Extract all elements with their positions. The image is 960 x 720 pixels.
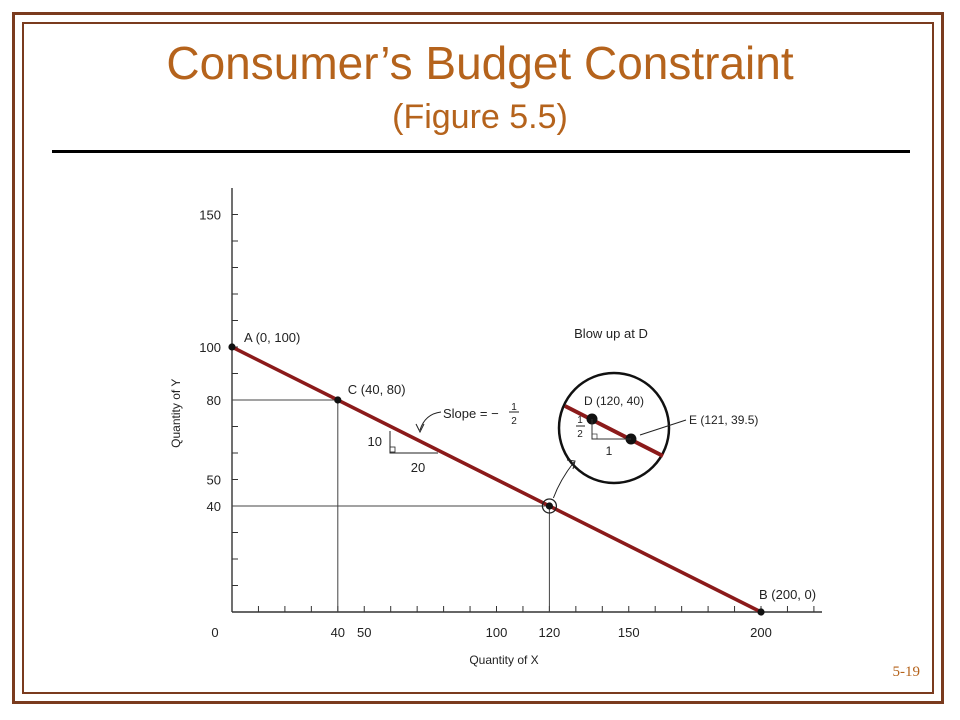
x-tick-label: 120 [539,625,561,640]
y-tick-label: 50 [207,473,221,488]
blowup-rise-num: 1 [577,415,583,426]
rise-run-triangle [389,431,438,454]
slide-frame-outer [12,12,944,704]
run-label: 20 [411,460,425,475]
budget-line [231,345,762,614]
blowup-run-label: 1 [606,444,613,458]
point-c-label: C (40, 80) [348,382,406,397]
title-underline [52,150,910,153]
blowup-title: Blow up at D [574,326,648,341]
slide-title: Consumer’s Budget Constraint [166,37,794,89]
x-tick-label: 40 [331,625,345,640]
point-D [545,502,554,510]
y-tick-label: 80 [207,393,221,408]
blowup-e-pointer [639,419,687,436]
point-C [334,396,342,404]
y-tick-label: 100 [199,340,221,355]
slope-fraction-num: 1 [511,402,517,413]
x-tick-label: 200 [750,625,772,640]
x-tick-label: 0 [211,625,218,640]
point-d-ring [541,498,558,514]
point-b-label: B (200, 0) [759,587,816,602]
x-tick-label: 100 [486,625,508,640]
x-tick-label: 150 [618,625,640,640]
slide-frame-inner [22,22,934,694]
point-A [228,343,236,351]
x-tick-label: 50 [357,625,371,640]
right-angle-mark [389,446,396,453]
blowup-d-label: D (120, 40) [584,394,644,408]
blowup-right-angle [591,433,598,440]
y-tick-label: 40 [207,499,221,514]
point-a-label: A (0, 100) [244,330,300,345]
y-tick-label: 150 [199,208,221,223]
x-axis-label: Quantity of X [469,653,538,667]
slope-arrow [419,411,442,431]
point-B [757,608,765,616]
guide-line-d [232,505,550,612]
slope-fraction-den: 2 [511,416,517,427]
slope-label: Slope = − [443,406,499,421]
blowup-line [564,404,664,458]
blowup-rise-den: 2 [577,429,583,440]
blowup-connector [552,461,575,499]
rise-label: 10 [368,434,382,449]
blowup-e-label: E (121, 39.5) [689,413,758,427]
blowup-circle [557,371,671,485]
slide-number: 5-19 [892,664,921,680]
blowup-connector-arrowhead [566,459,576,470]
slope-arrowhead [415,423,425,434]
slide-subtitle: (Figure 5.5) [392,98,568,136]
y-axis-label: Quantity of Y [169,379,183,448]
